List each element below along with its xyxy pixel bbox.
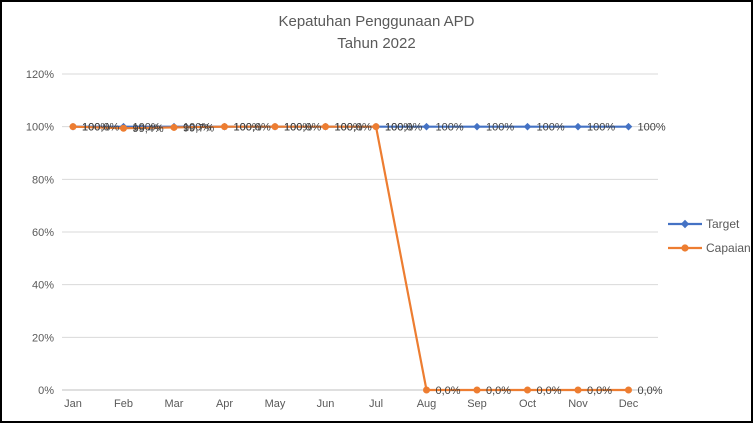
- data-point-marker: [624, 122, 633, 131]
- legend-label-target: Target: [706, 216, 740, 231]
- y-tick-label: 0%: [38, 385, 54, 397]
- data-point-marker: [574, 386, 582, 394]
- data-label: 100%: [234, 122, 262, 134]
- x-tick-label: Apr: [216, 398, 233, 410]
- x-tick-label: Sep: [467, 398, 487, 410]
- data-label: 100%: [284, 122, 312, 134]
- data-label: 100%: [537, 122, 565, 134]
- x-tick-label: Aug: [417, 398, 437, 410]
- data-label: 100,0%: [234, 122, 272, 134]
- data-point-marker: [423, 386, 430, 394]
- data-point-marker: [170, 123, 178, 131]
- chart-title-block: Kepatuhan Penggunaan APD Tahun 2022: [2, 11, 751, 55]
- x-tick-label: Oct: [519, 398, 536, 410]
- data-label: 100,0%: [284, 122, 322, 134]
- data-point-marker: [120, 124, 127, 132]
- data-label: 100%: [82, 122, 110, 134]
- data-label: 100%: [587, 122, 615, 134]
- series-line-capaian: [72, 125, 629, 392]
- legend-item-target[interactable]: Target: [668, 213, 751, 234]
- chart-subtitle: Tahun 2022: [337, 35, 416, 52]
- data-label: 0,0%: [537, 385, 562, 397]
- data-label: 100%: [183, 122, 211, 134]
- data-point-marker: [524, 386, 531, 394]
- data-point-marker: [473, 122, 481, 131]
- data-label: 100%: [385, 122, 413, 134]
- y-tick-label: 80%: [32, 174, 54, 186]
- y-tick-label: 120%: [26, 69, 54, 81]
- data-label: 99,7%: [183, 122, 214, 134]
- y-tick-label: 20%: [32, 332, 54, 344]
- data-label: 99,4%: [133, 123, 164, 135]
- x-tick-label: Jun: [317, 398, 335, 410]
- x-tick-label: Nov: [568, 398, 588, 410]
- data-point-marker: [625, 386, 632, 394]
- y-tick-label: 40%: [32, 280, 54, 292]
- data-label: 100%: [638, 122, 666, 134]
- y-tick-label: 60%: [32, 227, 54, 239]
- data-label: 100%: [133, 122, 161, 134]
- x-tick-label: Jul: [369, 398, 383, 410]
- x-tick-label: Jan: [64, 398, 82, 410]
- data-point-marker: [322, 123, 329, 131]
- legend: Target Capaian: [668, 213, 751, 258]
- x-tick-label: Feb: [114, 398, 133, 410]
- data-point-marker: [271, 123, 279, 131]
- data-point-marker: [372, 123, 380, 131]
- data-point-marker: [523, 122, 532, 131]
- capaian-line-circle-marker-icon: [668, 243, 702, 252]
- legend-label-capaian: Capaian: [706, 240, 751, 255]
- data-point-marker: [422, 122, 431, 131]
- y-tick-label: 100%: [26, 122, 54, 134]
- target-line-diamond-marker-icon: [668, 219, 702, 228]
- data-label: 100%: [436, 122, 464, 134]
- data-label: 100%: [486, 122, 514, 134]
- x-tick-label: May: [265, 398, 286, 410]
- data-label: 0,0%: [486, 385, 511, 397]
- data-point-marker: [69, 123, 77, 131]
- data-label: 0,0%: [638, 385, 663, 397]
- data-label: 100,0%: [82, 122, 120, 134]
- data-point-marker: [574, 122, 582, 131]
- chart-title: Kepatuhan Penggunaan APD: [278, 13, 475, 30]
- x-tick-label: Dec: [619, 398, 639, 410]
- data-label: 100,0%: [335, 122, 373, 134]
- data-point-marker: [221, 123, 228, 131]
- legend-item-capaian[interactable]: Capaian: [668, 237, 751, 258]
- data-label: 100%: [335, 122, 363, 134]
- data-label: 0,0%: [587, 385, 612, 397]
- data-point-marker: [473, 386, 481, 394]
- data-label: 0,0%: [436, 385, 461, 397]
- data-label: 100,0%: [385, 122, 423, 134]
- x-tick-label: Mar: [165, 398, 184, 410]
